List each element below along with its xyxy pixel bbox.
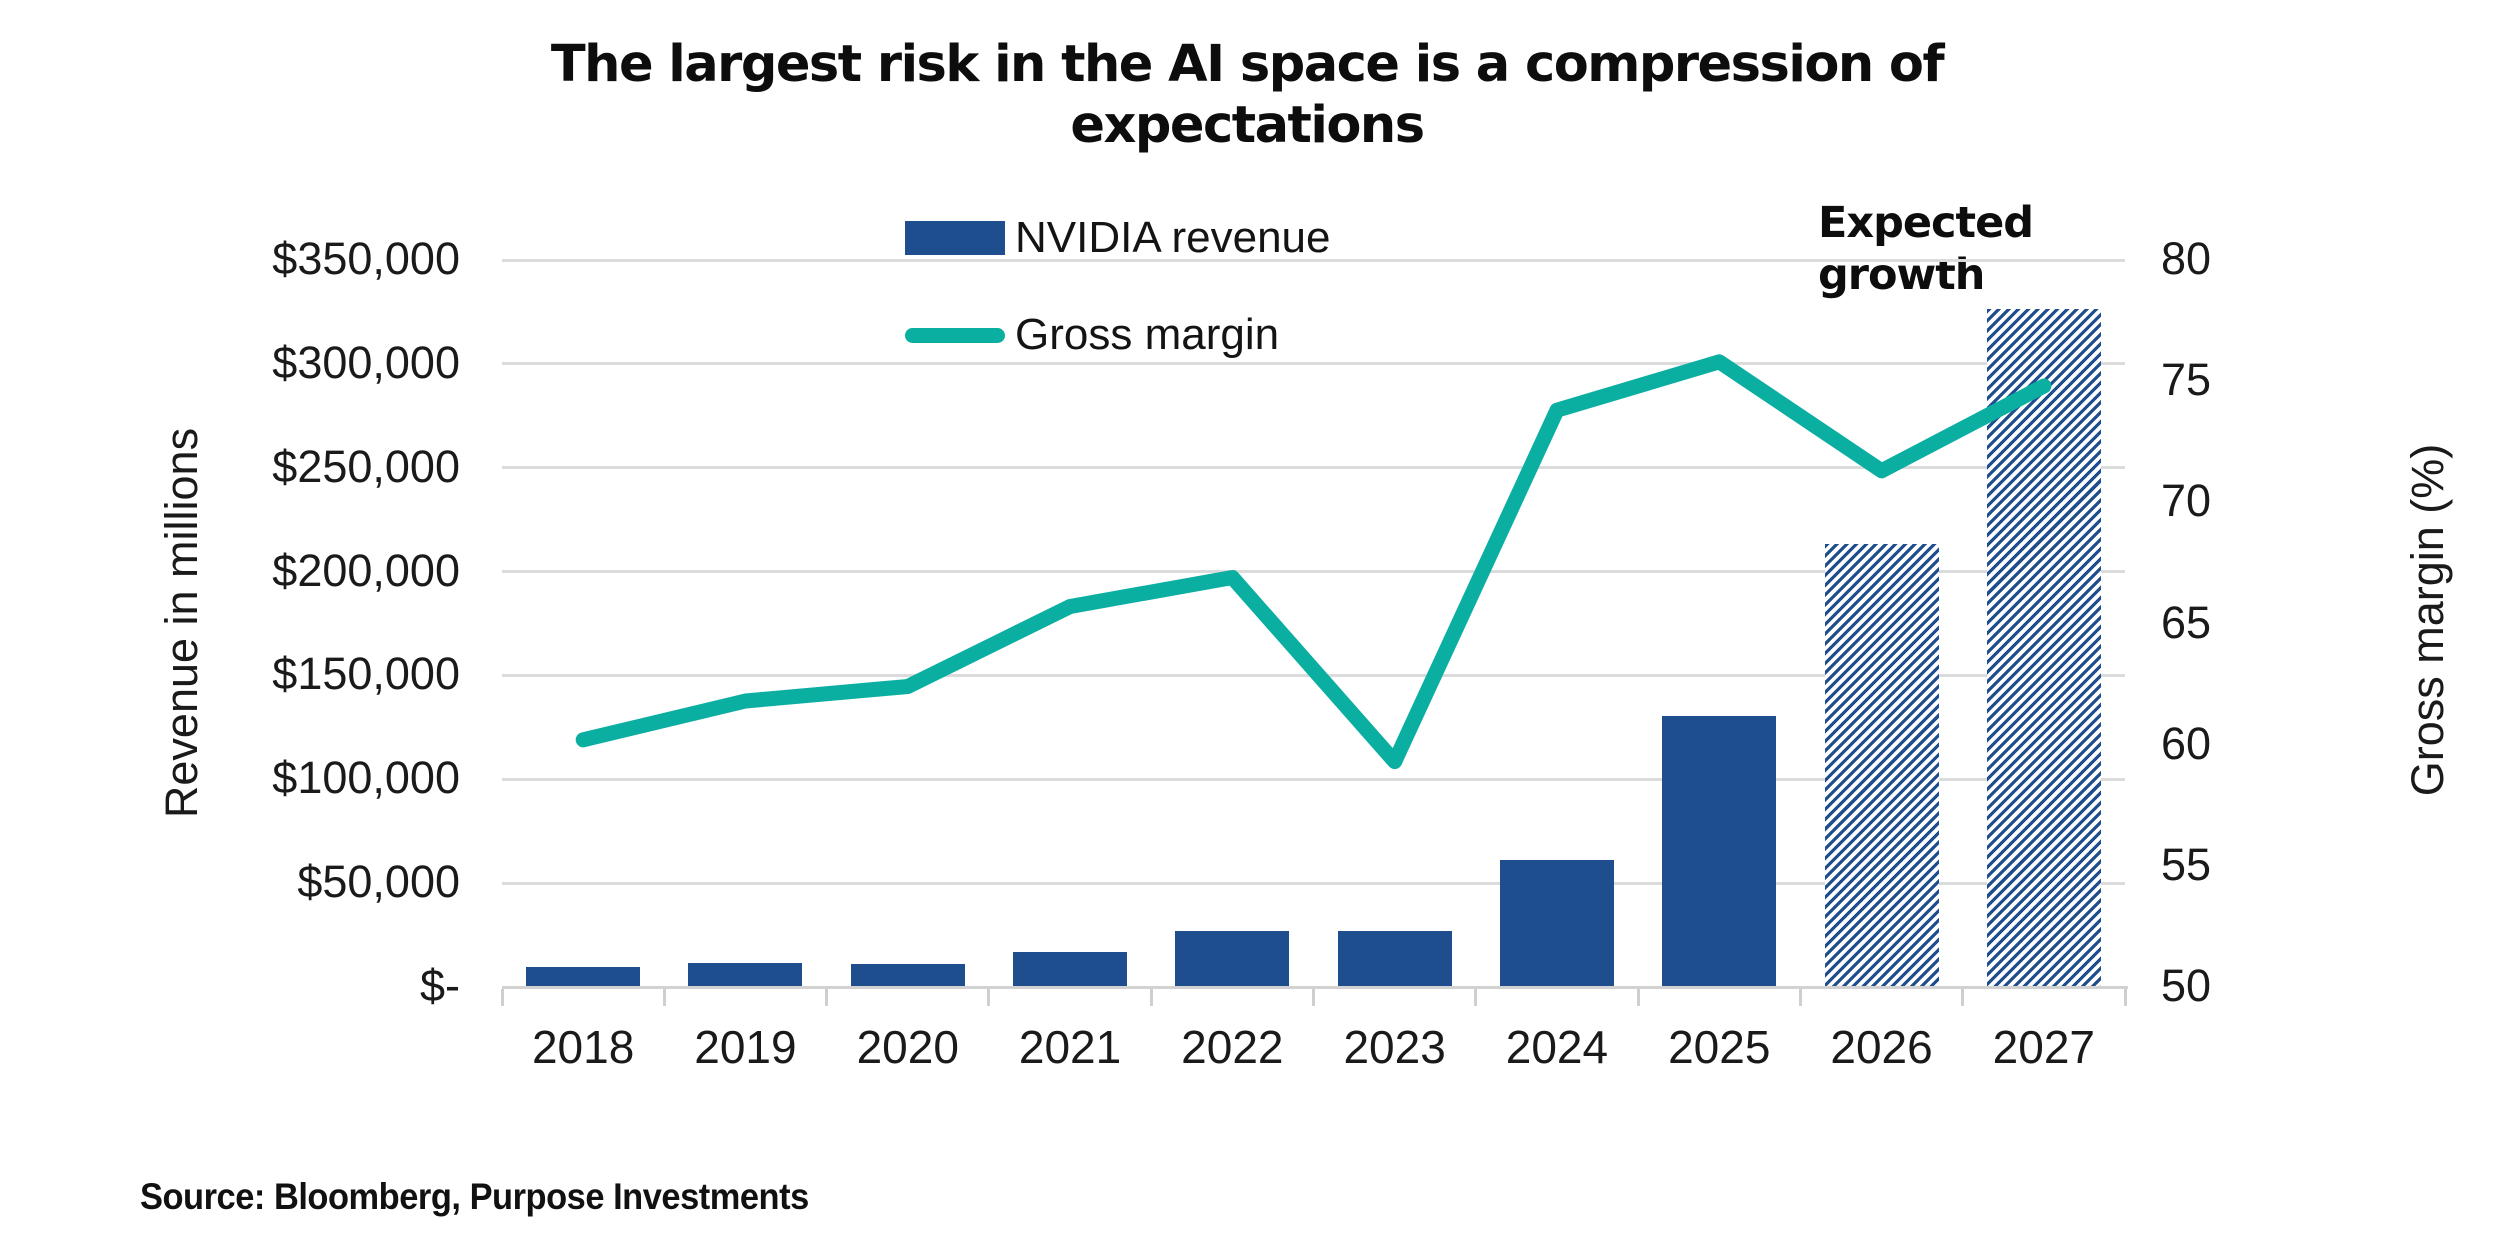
right-axis-tick-label: 75 [2161,354,2212,406]
right-axis-tick-label: 50 [2161,960,2212,1011]
x-axis-tick [662,989,666,1006]
source-note: Source: Bloomberg, Purpose Investments [140,1176,809,1217]
right-axis-title: Gross margin (%) [2402,443,2453,797]
chart-title-line-1: The largest risk in the AI space is a co… [550,35,1945,94]
x-axis-tick [1798,989,1802,1006]
left-axis-tick-label: $350,000 [272,233,460,284]
x-axis-tick [1312,989,1315,1006]
gross-margin-line [575,354,2052,770]
expected-growth-annotation: Expected growth [1818,198,2034,300]
x-axis-tick [500,989,504,1006]
gridline [502,258,2125,262]
left-axis-tick-label: $100,000 [272,752,460,804]
x-axis-line [502,986,2128,989]
x-axis-label-2027: 2027 [1992,1021,2096,1073]
gridline [502,777,2125,781]
left-axis-tick-label: $200,000 [272,544,460,596]
right-axis-tick-label: 55 [2161,838,2212,890]
bar-2020 [850,964,965,987]
right-axis-tick-label: 70 [2161,475,2212,527]
right-axis-tick-label: 80 [2161,233,2212,284]
legend-item-nvidia-revenue: NVIDIA revenue [905,213,1331,263]
legend-item-gross-margin: Gross margin [905,310,1279,360]
x-axis-label-2025: 2025 [1668,1021,1771,1073]
chart-title: The largest risk in the AI space is a co… [0,34,2494,156]
bar-2027 [1986,308,2101,987]
plot-area [502,258,2125,987]
x-axis-label-2022: 2022 [1181,1021,1284,1073]
bar-2022 [1175,931,1290,987]
x-axis-tick [1474,989,1478,1006]
left-axis-tick-label: $250,000 [272,440,460,492]
gross-margin-swatch-icon [905,327,1005,343]
x-axis-label-2024: 2024 [1505,1021,1609,1073]
bar-2018 [526,966,641,987]
x-axis-tick [987,989,991,1006]
nvidia-revenue-swatch-icon [905,221,1005,255]
right-axis-tick-label: 65 [2161,596,2212,648]
x-axis-tick [2123,989,2127,1006]
x-axis-label-2020: 2020 [856,1021,959,1073]
x-axis-tick [1961,989,1965,1006]
x-axis-tick [1149,989,1153,1006]
bar-2021 [1013,952,1128,987]
left-axis-tick-label: $150,000 [272,648,460,700]
x-axis-label-2023: 2023 [1343,1021,1446,1073]
left-axis-tick-label: $50,000 [297,856,460,908]
bar-2025 [1662,715,1777,987]
x-axis-tick [825,989,829,1006]
x-axis-label-2021: 2021 [1018,1021,1122,1073]
left-axis-tick-label: $300,000 [272,336,460,388]
gridline [502,570,2125,574]
right-axis-tick-label: 60 [2161,717,2212,769]
bar-2023 [1337,930,1452,987]
bar-2019 [688,962,803,987]
left-axis-tick-label: $- [419,960,460,1011]
chart-title-line-2: expectations [1070,96,1425,156]
bar-2026 [1824,543,1939,987]
x-axis-label-2018: 2018 [531,1021,635,1073]
legend-label-nvidia-revenue: NVIDIA revenue [1015,213,1331,262]
x-axis-label-2026: 2026 [1830,1021,1933,1073]
gridline [502,881,2125,885]
legend-label-gross-margin: Gross margin [1015,310,1280,359]
gridline [502,466,2125,470]
bar-2024 [1499,860,1614,987]
gridline [502,362,2125,366]
x-axis-tick [1636,989,1640,1006]
x-axis-label-2019: 2019 [694,1021,797,1073]
